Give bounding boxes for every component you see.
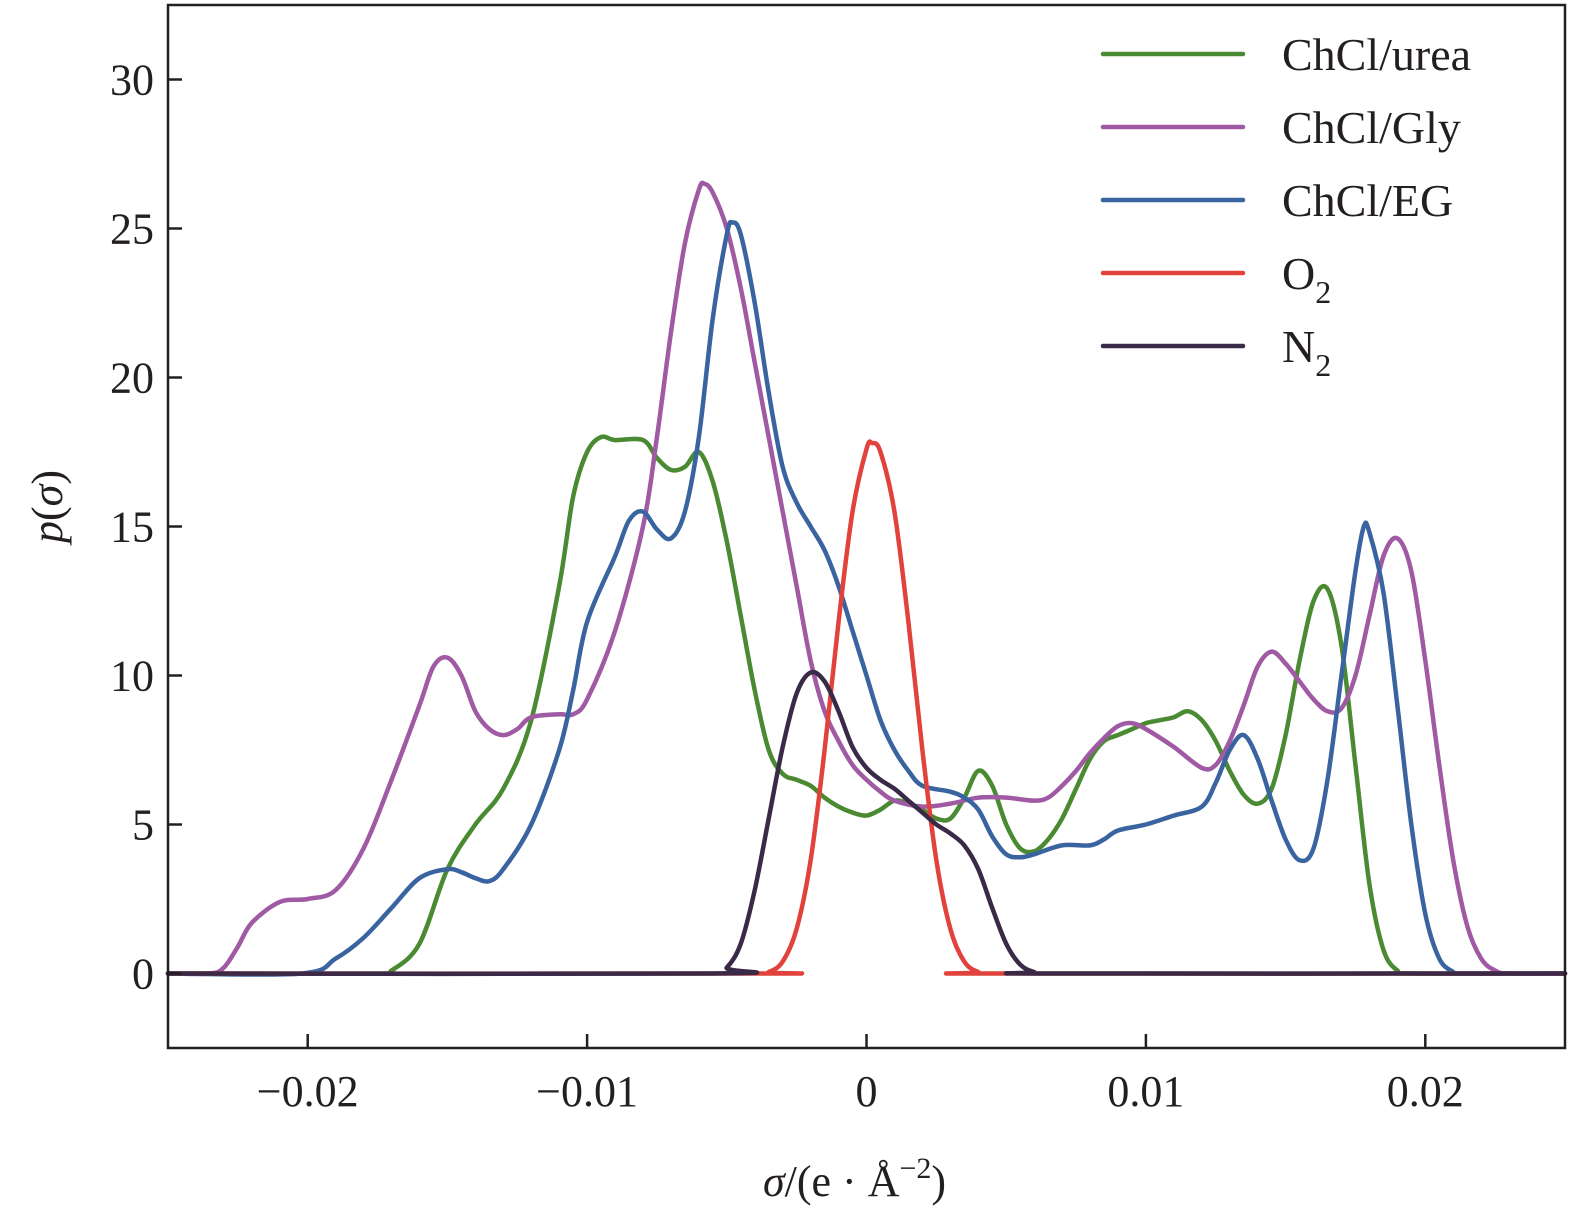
y-tick-label: 20	[110, 354, 154, 403]
y-tick-label: 0	[132, 950, 154, 999]
series-layer	[165, 180, 1568, 977]
y-axis-title-argument: σ	[23, 482, 72, 506]
y-tick-label: 5	[132, 801, 154, 850]
legend-label-o2: O2	[1282, 248, 1331, 310]
y-tick-label: 25	[110, 205, 154, 254]
x-axis-title-exponent: −2	[899, 1152, 931, 1185]
legend-label-main: ChCl/urea	[1282, 29, 1471, 80]
legend-label-chcl-eg: ChCl/EG	[1282, 175, 1453, 226]
x-tick-label: −0.02	[257, 1067, 359, 1116]
series-line-chcl-gly	[165, 180, 1568, 977]
y-tick-label: 15	[110, 503, 154, 552]
x-tick-label: −0.01	[536, 1067, 638, 1116]
legend-label-main: O	[1282, 248, 1315, 299]
y-axis-title-function: p	[23, 521, 72, 546]
legend-label-chcl-gly: ChCl/Gly	[1282, 102, 1461, 153]
legend-label-chcl-urea: ChCl/urea	[1282, 29, 1471, 80]
series-line-n2	[165, 669, 1568, 977]
legend-label-subscript: 2	[1315, 347, 1331, 383]
y-tick-label: 10	[110, 652, 154, 701]
y-axis-title-open: (	[23, 506, 72, 521]
legend-label-main: ChCl/EG	[1282, 175, 1453, 226]
y-axis-title-close: )	[23, 470, 72, 485]
y-axis-title: p(σ)	[23, 470, 72, 546]
x-axis-title-symbol: σ	[763, 1157, 787, 1206]
y-tick-label: 30	[110, 56, 154, 105]
x-axis-title-unit: /(e · Å	[785, 1157, 900, 1206]
ticks-layer: −0.02 −0.01 0 0.01 0.02 0 5 10 15 20 25 30	[110, 56, 1464, 1117]
legend-label-main: N	[1282, 321, 1315, 372]
legend-label-subscript: 2	[1315, 274, 1331, 310]
legend-label-n2: N2	[1282, 321, 1331, 383]
x-tick-label: 0.02	[1387, 1067, 1464, 1116]
x-axis-title: σ/(e · Å−2)	[763, 1152, 946, 1206]
series-line-chcl-eg	[165, 219, 1568, 977]
series-line-o2	[165, 439, 1568, 976]
x-tick-label: 0	[856, 1067, 878, 1116]
x-axis-title-close: )	[931, 1157, 946, 1206]
legend-label-main: ChCl/Gly	[1282, 102, 1461, 153]
x-tick-label: 0.01	[1107, 1067, 1184, 1116]
series-line-chcl-urea	[165, 434, 1568, 976]
